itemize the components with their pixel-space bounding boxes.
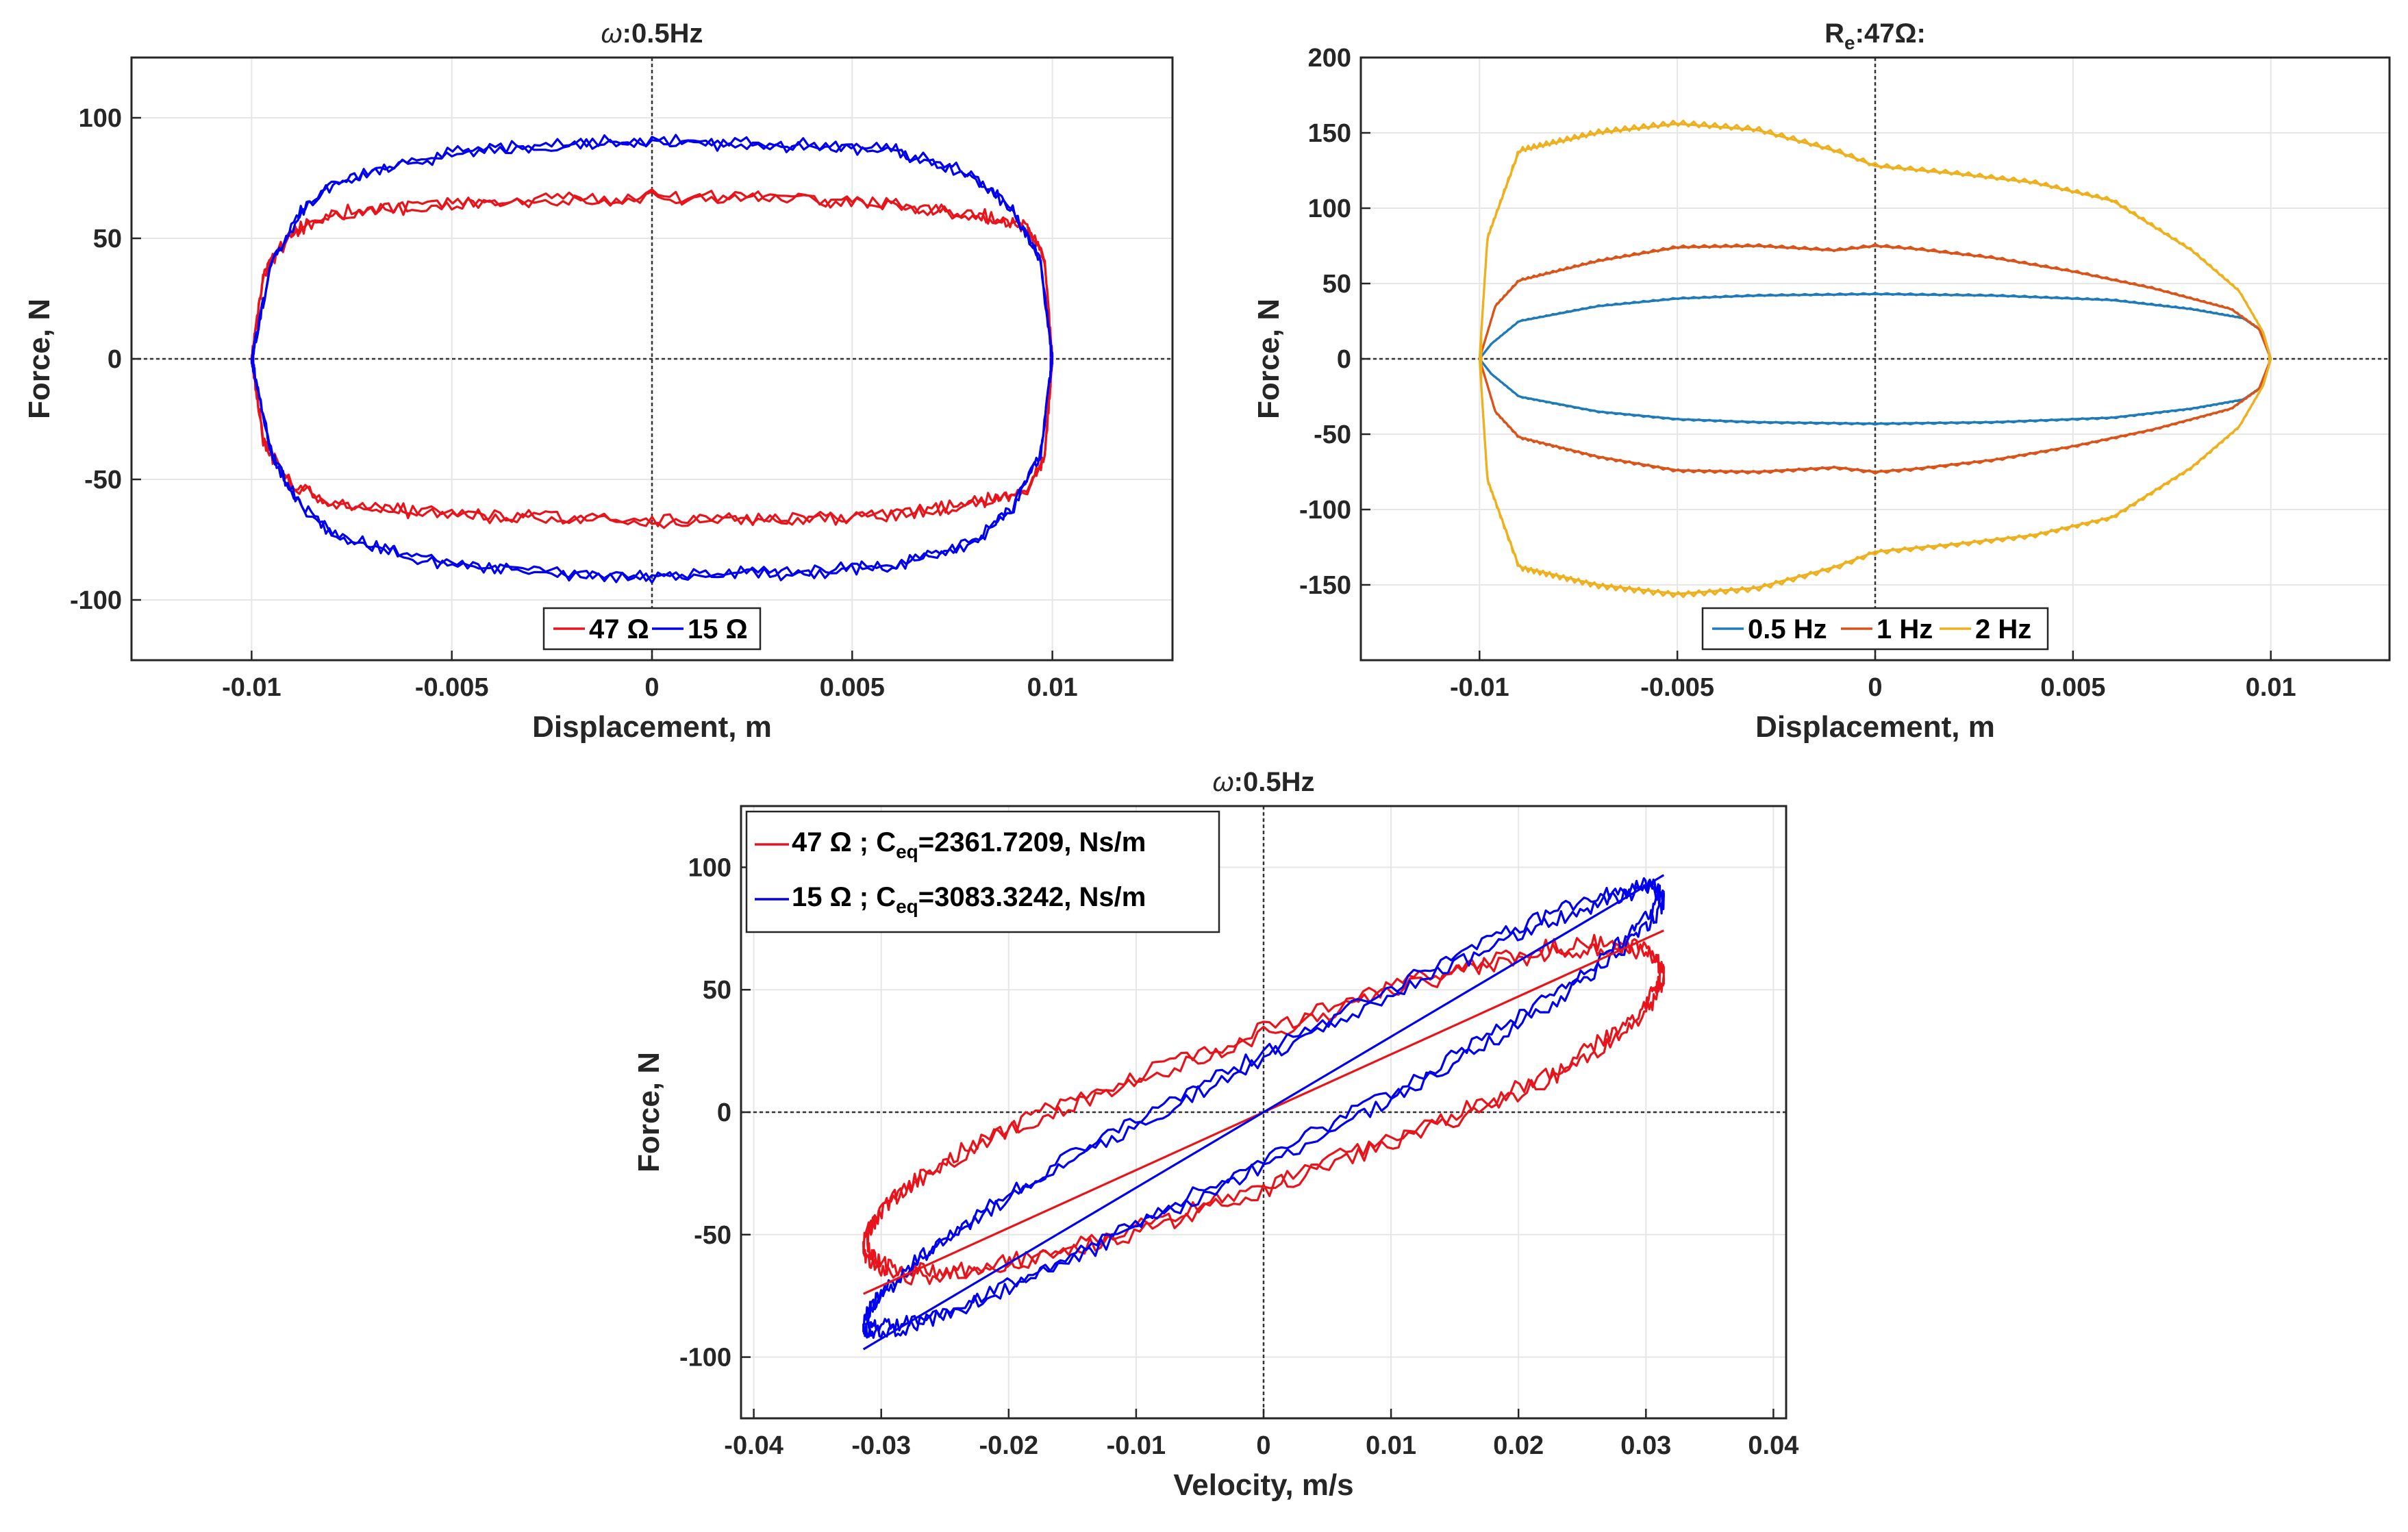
- top-left-plot: -0.01 -0.005 0 0.005 0.01 -100 -50 0 50 100 Displa…: [23, 18, 1174, 744]
- y-tick-label: 0: [108, 345, 122, 374]
- series-group: [250, 134, 1054, 584]
- title-main: R: [1824, 18, 1844, 49]
- bottom-plot: -0.04 -0.03 -0.02 -0.01 0 0.01 0.02 0.03 0.04 -10…: [632, 767, 1798, 1502]
- legend-label: 2 Hz: [1975, 614, 2031, 644]
- y-tick-label: -100: [70, 586, 122, 615]
- y-tick-label: 50: [1322, 270, 1351, 299]
- legend-box: [745, 810, 1220, 933]
- legend-value: =2361.7209, Ns/m: [918, 827, 1146, 857]
- legend: 0.5 Hz 1 Hz 2 Hz: [1701, 607, 2049, 651]
- x-tick-label: 0.03: [1620, 1431, 1671, 1460]
- y-tick-label: 50: [703, 976, 731, 1005]
- x-axis-label: Velocity, m/s: [1173, 1468, 1353, 1502]
- title-text: :0.5Hz: [1234, 767, 1315, 797]
- y-tick-label: 100: [79, 104, 122, 133]
- legend-label: 1 Hz: [1877, 614, 1933, 644]
- x-axis-label: Displacement, m: [1755, 710, 1995, 744]
- legend: 47 Ω 15 Ω: [542, 607, 762, 651]
- y-tick-label: -100: [679, 1344, 731, 1372]
- series-line-15-: [252, 134, 1052, 584]
- chart-title: ω:0.5Hz: [601, 18, 703, 49]
- y-tick-label: 150: [1308, 119, 1351, 148]
- chart-title: Re:47Ω:: [1824, 18, 1926, 53]
- legend-box: [1701, 607, 2049, 651]
- legend: 47 Ω ; Ceq=2361.7209, Ns/m15 Ω ; Ceq=308…: [745, 810, 1220, 933]
- legend-name: 15 Ω ; C: [792, 882, 896, 912]
- y-tick-label: -50: [1314, 420, 1351, 449]
- legend-label: 47 Ω ; Ceq=2361.7209, Ns/m: [792, 827, 1146, 862]
- legend-label: 15 Ω ; Ceq=3083.3242, Ns/m: [792, 882, 1146, 917]
- x-tick-label: -0.04: [724, 1431, 783, 1460]
- y-tick-label: 200: [1308, 44, 1351, 73]
- chart-title: ω:0.5Hz: [1213, 767, 1315, 797]
- legend-label: 47 Ω: [589, 614, 649, 644]
- title-omega: ω: [601, 18, 623, 49]
- y-tick-label: 0: [1337, 345, 1351, 374]
- x-tick-label: -0.01: [1107, 1431, 1166, 1460]
- series-line-47-: [862, 940, 1665, 1285]
- x-tick-label: -0.02: [979, 1431, 1038, 1460]
- title-sub: e: [1844, 32, 1855, 53]
- x-axis-label: Displacement, m: [532, 710, 772, 744]
- y-tick-label: 0: [717, 1098, 731, 1127]
- y-tick-label: 50: [93, 225, 122, 253]
- title-text: :0.5Hz: [623, 18, 703, 49]
- legend-sub: eq: [896, 896, 918, 917]
- y-tick-label: 100: [1308, 194, 1351, 223]
- x-tick-label: 0.01: [1366, 1431, 1416, 1460]
- x-tick-label: 0: [1868, 673, 1882, 702]
- x-tick-label: 0: [1256, 1431, 1270, 1460]
- x-tick-label: -0.01: [1450, 673, 1509, 702]
- series-group: [1478, 119, 2272, 599]
- y-tick-label: -150: [1299, 571, 1351, 600]
- series-line-47-: [866, 933, 1661, 1280]
- y-tick-label: -100: [1299, 496, 1351, 525]
- legend-value: =3083.3242, Ns/m: [918, 882, 1146, 912]
- x-tick-label: -0.03: [851, 1431, 911, 1460]
- y-axis-label: Force, N: [632, 1052, 666, 1172]
- series-group: [862, 874, 1665, 1351]
- y-tick-label: -50: [694, 1221, 731, 1250]
- x-tick-label: -0.01: [222, 673, 281, 702]
- series-line-2-hz: [1480, 119, 2270, 599]
- legend-name: 47 Ω ; C: [792, 827, 896, 857]
- x-tick-label: 0.005: [820, 673, 885, 702]
- y-axis-label: Force, N: [23, 299, 56, 419]
- x-tick-label: 0.04: [1748, 1431, 1798, 1460]
- y-axis-label: Force, N: [1252, 299, 1285, 419]
- y-tick-label: -50: [84, 466, 122, 494]
- x-tick-label: 0: [644, 673, 659, 702]
- x-tick-label: -0.005: [415, 673, 489, 702]
- title-rest: :47Ω:: [1855, 18, 1926, 49]
- x-tick-label: 0.01: [1027, 673, 1078, 702]
- x-tick-label: 0.01: [2246, 673, 2296, 702]
- title-omega: ω: [1213, 767, 1234, 797]
- x-tick-label: -0.005: [1640, 673, 1714, 702]
- series-line-15-: [862, 883, 1665, 1339]
- x-tick-label: 0.02: [1493, 1431, 1544, 1460]
- series-line-15-: [866, 877, 1661, 1333]
- x-tick-label: 0.005: [2040, 673, 2105, 702]
- series-line-15-fit: [862, 874, 1665, 1351]
- legend-sub: eq: [896, 841, 918, 862]
- y-tick-label: 100: [688, 853, 731, 882]
- top-right-plot: -0.01 -0.005 0 0.005 0.01 -150 -100 -50 0 50 100 15…: [1252, 18, 2391, 744]
- legend-label: 0.5 Hz: [1748, 614, 1827, 644]
- legend-label: 15 Ω: [688, 614, 748, 644]
